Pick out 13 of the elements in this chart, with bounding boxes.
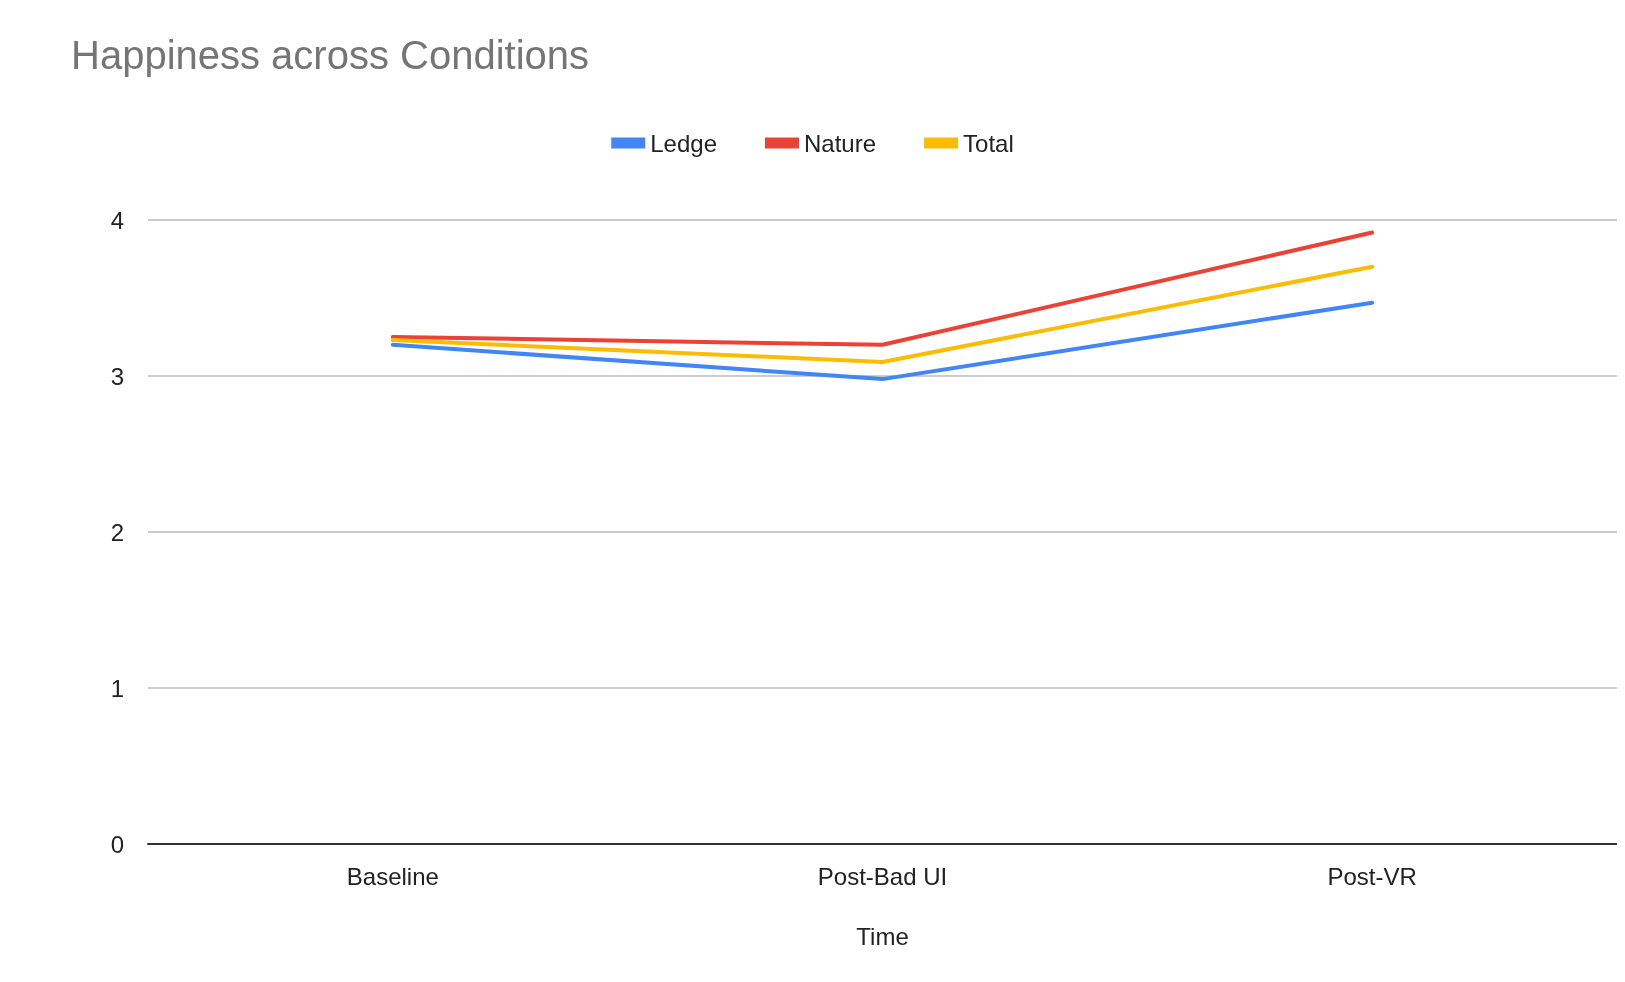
legend-label: Ledge [650, 129, 718, 157]
y-tick-label: 1 [110, 674, 124, 702]
x-tick-label: Post-VR [1327, 862, 1417, 890]
x-axis-title: Time [856, 922, 909, 950]
x-tick-label: Post-Bad UI [817, 862, 948, 890]
y-tick-label: 3 [110, 362, 124, 390]
legend-label: Total [963, 129, 1014, 157]
y-tick-label: 4 [110, 206, 124, 234]
legend-label: Nature [804, 129, 877, 157]
x-tick-label: Baseline [346, 862, 439, 890]
chart-title: Happiness across Conditions [71, 33, 590, 77]
y-tick-label: 0 [110, 830, 124, 858]
y-tick-label: 2 [110, 518, 124, 546]
